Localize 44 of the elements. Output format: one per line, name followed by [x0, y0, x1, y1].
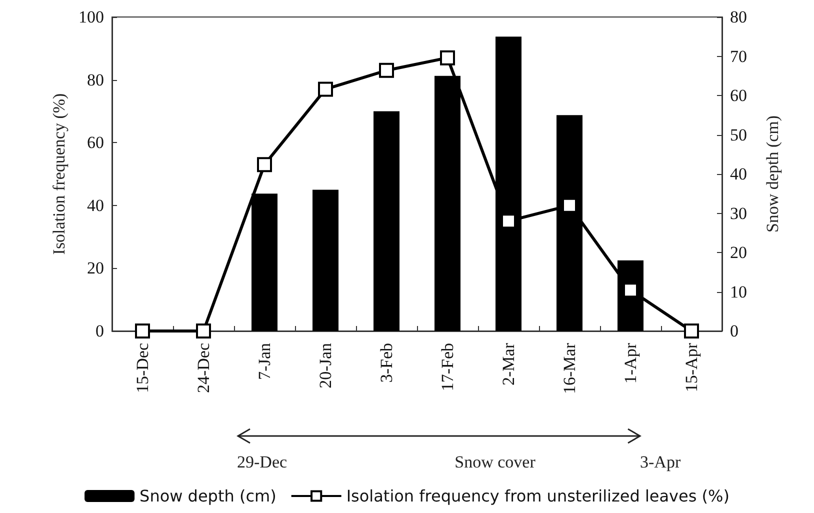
point — [501, 214, 516, 229]
x-tick-label: 3-Feb — [377, 343, 396, 383]
y2-tick-label: 60 — [730, 86, 747, 105]
y-tick-label: 100 — [78, 8, 104, 26]
x-tick-label: 2-Mar — [499, 342, 518, 386]
x-tick-label: 7-Jan — [255, 342, 274, 380]
point — [440, 50, 455, 66]
y-tick-label: 20 — [87, 258, 104, 278]
text: 3-Apr — [640, 452, 681, 472]
point — [379, 62, 394, 78]
point — [318, 82, 333, 97]
point — [196, 324, 211, 338]
x-tick-label: 20-Jan — [316, 342, 335, 388]
y2-tick-label: 30 — [730, 204, 747, 223]
text: 29-Dec — [237, 452, 288, 472]
x-tick-label: 16-Mar — [560, 342, 579, 394]
text: Snow cover — [454, 452, 536, 472]
x-tick-label: 24-Dec — [194, 342, 213, 394]
y2-tick-label: 10 — [730, 282, 747, 302]
point — [562, 198, 577, 213]
x-tick-label: 1-Apr — [621, 342, 640, 384]
y2-axis-title: Snow depth (cm) — [763, 115, 782, 233]
y2-tick-label: 50 — [730, 125, 747, 144]
bar — [374, 111, 400, 331]
y-tick-label: 80 — [87, 70, 104, 90]
y2-tick-label: 0 — [730, 322, 738, 340]
x-tick-label: 15-Apr — [682, 342, 701, 392]
y-axis-title: Isolation frequency (%) — [50, 93, 69, 255]
y-tick-label: 40 — [87, 196, 104, 215]
x-tick-label: 17-Feb — [438, 343, 457, 392]
point — [684, 324, 699, 338]
x-tick-label: 15-Dec — [133, 342, 152, 394]
y-tick-label: 60 — [87, 133, 104, 152]
y2-tick-label: 40 — [730, 164, 747, 184]
point — [257, 157, 272, 172]
y2-tick-label: 80 — [730, 8, 747, 26]
legend-label: Isolation frequency from unsterilized leaves (%) — [346, 486, 730, 506]
y2-tick-label: 70 — [730, 46, 747, 66]
y-tick-label: 0 — [96, 322, 104, 340]
legend-label: Snow depth (cm) — [140, 486, 276, 506]
point — [623, 282, 638, 298]
point — [135, 324, 150, 338]
y2-tick-label: 20 — [730, 243, 747, 262]
bar — [312, 190, 338, 331]
